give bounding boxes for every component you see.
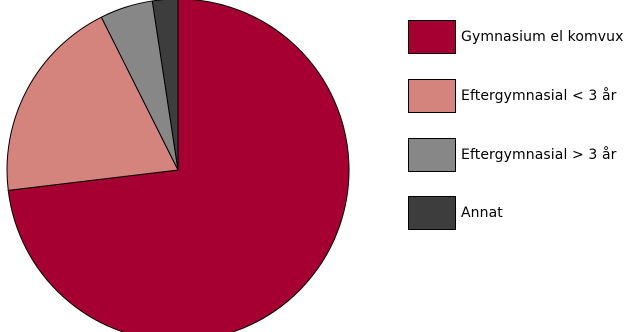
legend-item-annat: Annat xyxy=(408,196,624,230)
legend-swatch-annat xyxy=(408,196,456,230)
legend-item-eftergymnasial-lt3: Eftergymnasial < 3 år xyxy=(408,79,624,113)
legend-label-gymnasium: Gymnasium el komvux xyxy=(461,29,624,45)
pie-slice-annat xyxy=(151,0,179,171)
pie-chart-plot xyxy=(6,0,350,332)
legend-label-eftergymnasial-lt3: Eftergymnasial < 3 år xyxy=(461,88,617,104)
legend-label-eftergymnasial-gt3: Eftergymnasial > 3 år xyxy=(461,147,617,163)
pie-slice-gymnasium xyxy=(7,0,350,332)
legend-label-annat: Annat xyxy=(461,205,503,221)
legend-swatch-eftergymnasial-gt3 xyxy=(408,138,456,172)
legend-swatch-eftergymnasial-lt3 xyxy=(408,79,456,113)
legend-swatch-gymnasium xyxy=(408,20,456,54)
pie-slice-eftergymnasial-lt3 xyxy=(6,16,179,191)
legend-item-gymnasium: Gymnasium el komvux xyxy=(408,20,624,54)
legend-item-eftergymnasial-gt3: Eftergymnasial > 3 år xyxy=(408,138,624,172)
